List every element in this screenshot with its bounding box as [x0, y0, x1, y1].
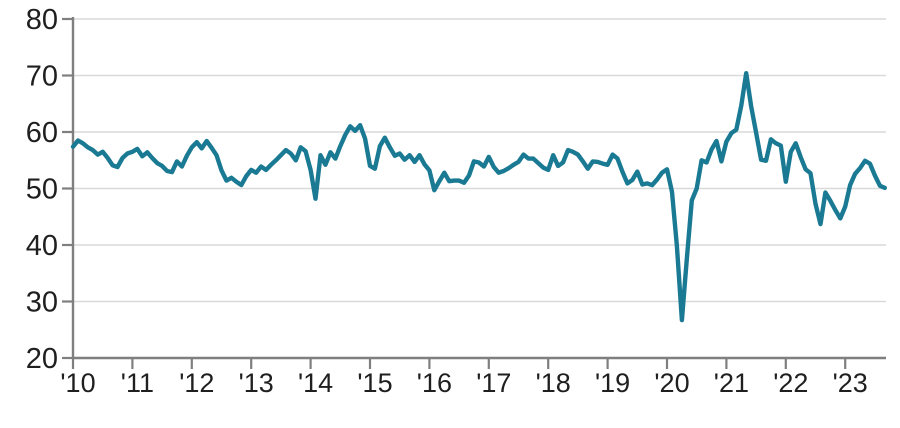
- x-tick-label: '22: [773, 368, 808, 398]
- y-tick-label: 50: [26, 174, 58, 206]
- x-tick-label: '17: [476, 368, 511, 398]
- x-tick-label: '13: [239, 368, 274, 398]
- y-tick-label: 40: [26, 230, 58, 262]
- x-tick-label: '23: [833, 368, 868, 398]
- x-tick-label: '19: [595, 368, 630, 398]
- x-tick-label: '20: [654, 368, 689, 398]
- y-tick-label: 70: [26, 61, 58, 93]
- x-axis-labels: '10 '11 '12 '13 '14 '15 '16 '17 '18 '19 '20 '21 '22 '…: [60, 368, 867, 398]
- y-tick-label: 80: [26, 4, 58, 36]
- x-tick-label: '11: [121, 368, 154, 398]
- x-tick-label: '14: [298, 368, 333, 398]
- y-tick-label: 30: [26, 287, 58, 319]
- pmi-series-line: [70, 70, 887, 323]
- x-tick-label: '10: [60, 368, 95, 398]
- y-axis-labels: 20 30 40 50 60 70 80: [26, 4, 58, 375]
- x-tick-label: '21: [714, 368, 749, 398]
- x-tick-label: '12: [179, 368, 214, 398]
- tick-marks: [62, 17, 847, 369]
- series-lines: [70, 70, 887, 323]
- y-tick-label: 60: [26, 117, 58, 149]
- gridlines: [73, 18, 886, 303]
- y-tick-label: 20: [26, 343, 58, 375]
- x-tick-label: '16: [417, 368, 452, 398]
- x-tick-label: '18: [536, 368, 571, 398]
- x-tick-label: '15: [357, 368, 392, 398]
